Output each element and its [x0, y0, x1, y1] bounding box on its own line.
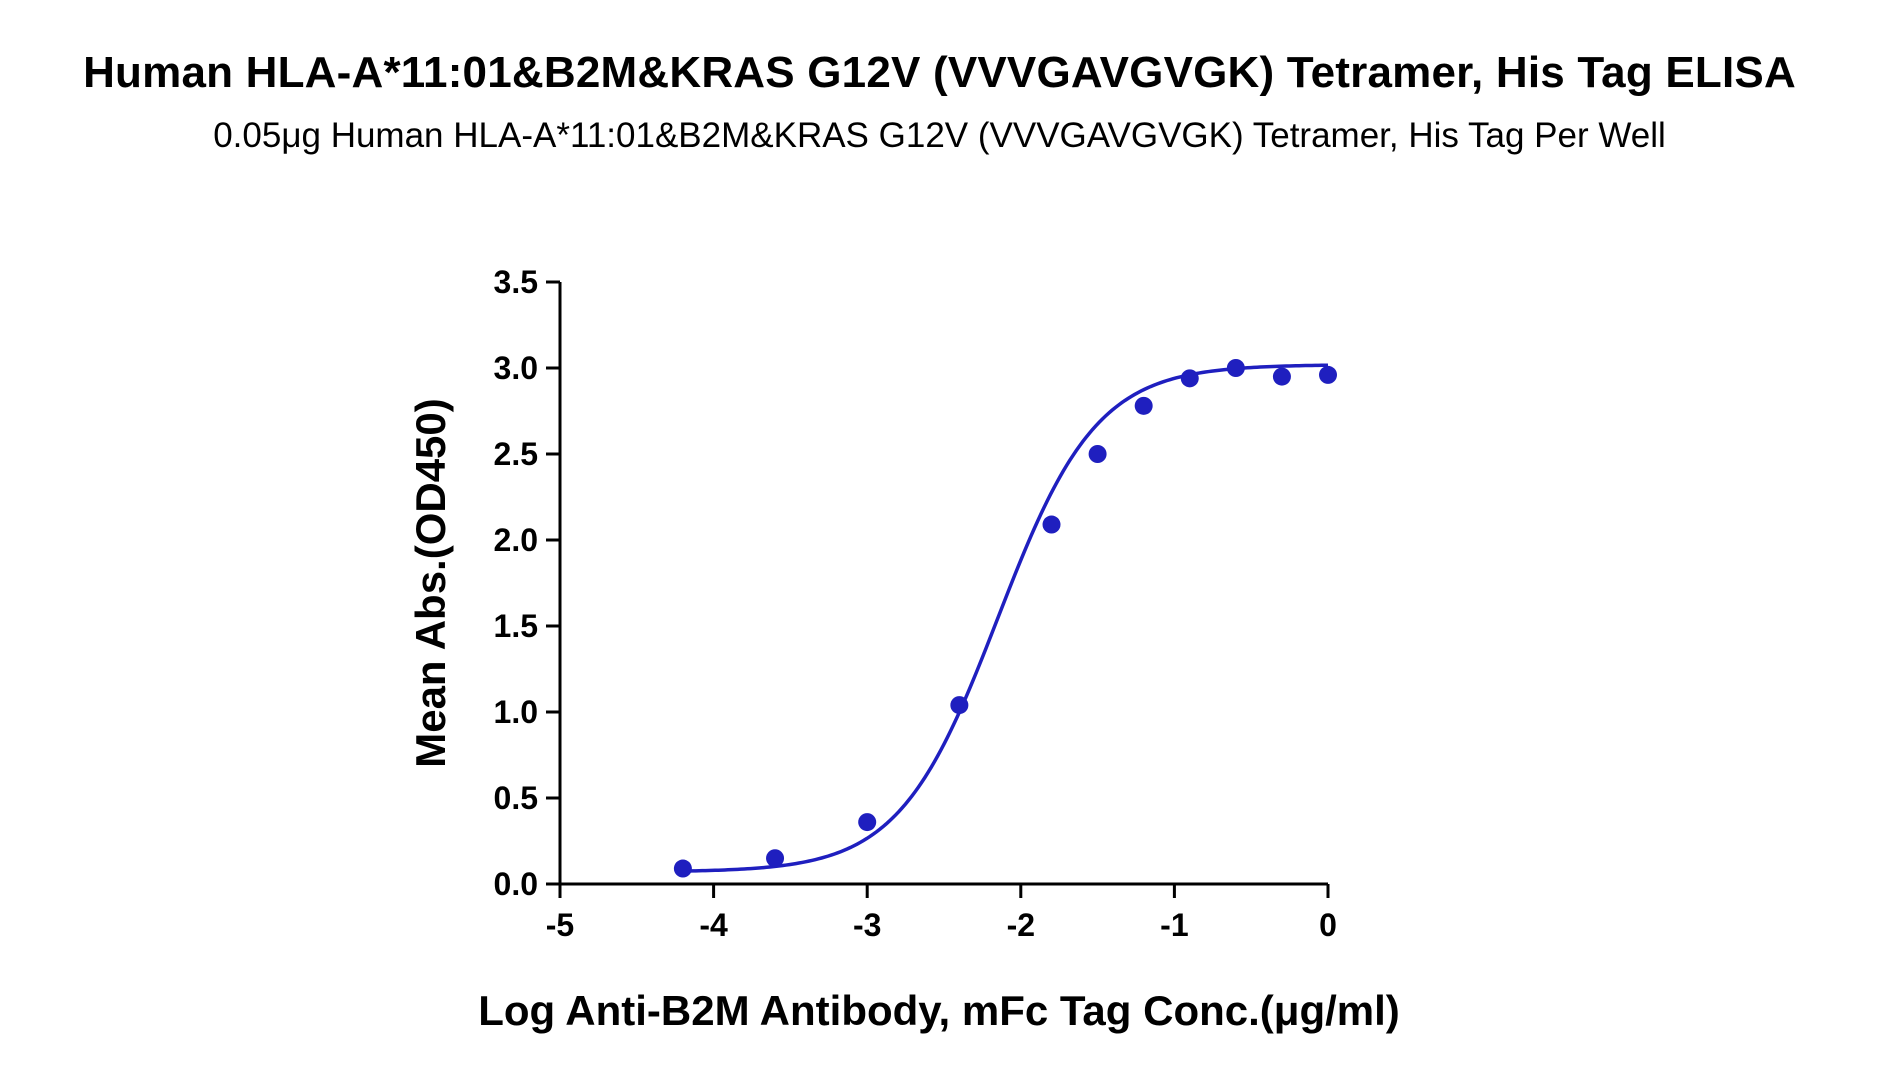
y-tick-label: 0.5 [494, 780, 538, 816]
x-tick-label: -1 [1160, 907, 1188, 943]
y-tick-label: 0.0 [494, 866, 538, 902]
chart-title: Human HLA-A*11:01&B2M&KRAS G12V (VVVGAVG… [83, 48, 1796, 97]
y-tick-label: 3.5 [494, 264, 538, 300]
x-tick-label: 0 [1319, 907, 1337, 943]
y-tick-label: 2.0 [494, 522, 538, 558]
data-point [1134, 396, 1153, 415]
data-point [673, 859, 692, 878]
data-point [1319, 365, 1337, 384]
data-points [673, 359, 1337, 878]
x-tick-label: -4 [699, 907, 728, 943]
x-tick-label: -5 [546, 907, 574, 943]
data-point [1272, 367, 1291, 386]
x-tick-label: -3 [853, 907, 881, 943]
y-tick-label: 1.5 [494, 608, 538, 644]
data-point [1042, 515, 1061, 534]
fit-curve-group [682, 363, 1329, 873]
y-tick-label: 1.0 [494, 694, 538, 730]
fit-curve [682, 363, 1329, 873]
data-point [950, 696, 969, 715]
data-point [1226, 359, 1245, 377]
y-axis-label: Mean Abs.(OD450) [407, 398, 454, 768]
y-tick-label: 3.0 [494, 350, 538, 386]
data-point [1180, 369, 1199, 388]
data-point [1088, 445, 1107, 463]
data-point [766, 849, 785, 868]
chart-subtitle: 0.05μg Human HLA-A*11:01&B2M&KRAS G12V (… [213, 116, 1666, 155]
data-point [858, 813, 877, 832]
axes: 0.0 0.5 1.0 1.5 2.0 2.5 3.0 3.5 -5 -4 -3 -2 -1 0 [494, 264, 1337, 943]
y-tick-label: 2.5 [494, 436, 538, 472]
x-axis-label: Log Anti-B2M Antibody, mFc Tag Conc.(μg/… [478, 987, 1400, 1034]
x-tick-label: -2 [1007, 907, 1035, 943]
